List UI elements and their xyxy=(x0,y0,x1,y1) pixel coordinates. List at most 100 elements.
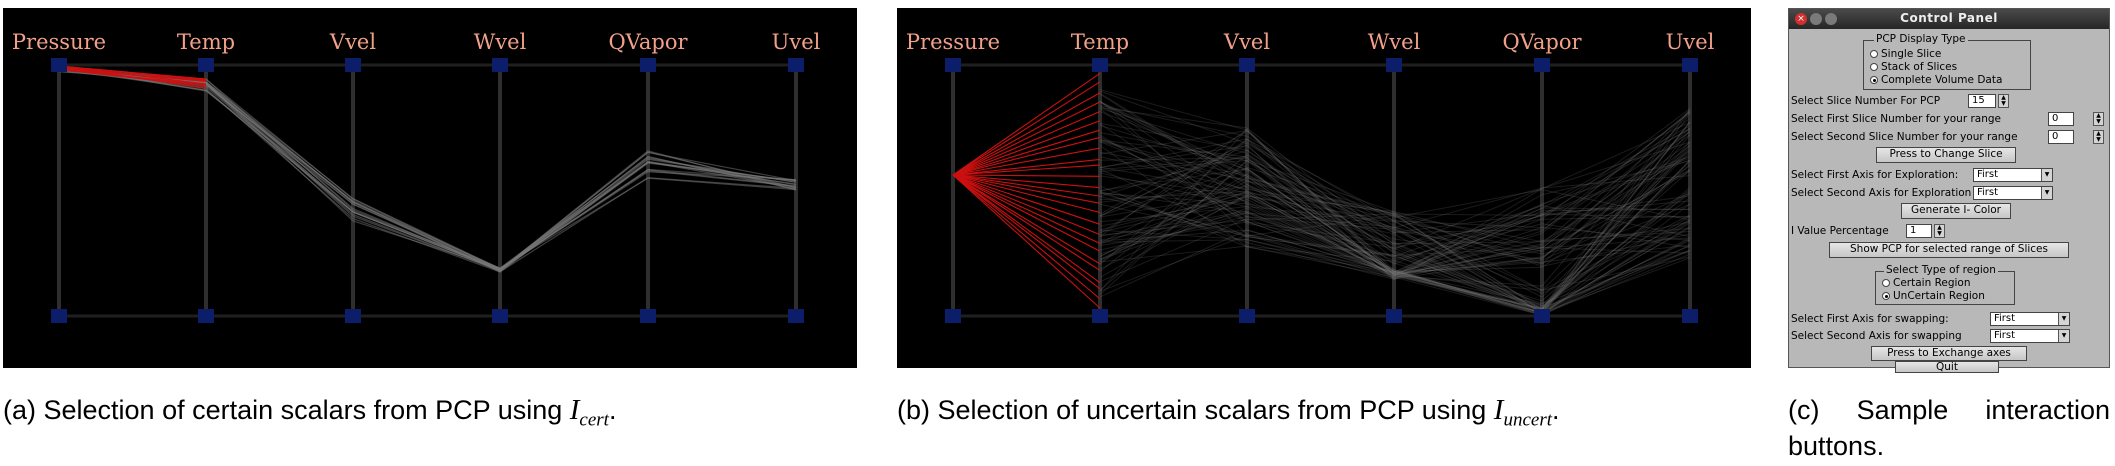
axes-group xyxy=(57,63,798,318)
data-line xyxy=(1099,100,1691,315)
data-line xyxy=(1099,141,1691,250)
maximize-icon[interactable] xyxy=(1825,13,1837,25)
radio-checked-icon xyxy=(1870,76,1878,84)
data-line xyxy=(1099,111,1691,243)
close-icon[interactable]: × xyxy=(1795,13,1807,25)
second-slice-field[interactable]: 0 xyxy=(2048,130,2074,144)
first-slice-field[interactable]: 0 xyxy=(2048,112,2074,126)
second-slice-label: Select Second Slice Number for your rang… xyxy=(1791,131,2018,143)
selected-line xyxy=(952,174,1101,204)
first-axis-swap-select[interactable]: First ▼ xyxy=(1990,312,2070,326)
data-line xyxy=(1099,156,1691,267)
quit-button[interactable]: Quit xyxy=(1895,361,1999,373)
data-line xyxy=(1099,104,1691,229)
radio-stack-of-slices[interactable]: Stack of Slices xyxy=(1870,61,1957,73)
minimize-icon[interactable] xyxy=(1810,13,1822,25)
selected-line xyxy=(952,174,1101,236)
data-line xyxy=(1099,131,1691,249)
data-line xyxy=(1099,141,1691,310)
data-line xyxy=(1099,134,1691,314)
data-line xyxy=(1099,163,1691,309)
data-line xyxy=(1099,192,1691,257)
radio-single-slice[interactable]: Single Slice xyxy=(1870,48,1941,60)
axis-label-wvel: Wvel xyxy=(474,30,527,54)
selected-line xyxy=(952,120,1101,176)
radio-uncertain-region[interactable]: UnCertain Region xyxy=(1882,290,1985,302)
axis-handle-bottom xyxy=(492,309,508,323)
data-line xyxy=(1099,206,1691,292)
data-line xyxy=(1099,189,1691,308)
data-line xyxy=(1099,155,1691,304)
axis-handle-bottom xyxy=(1386,309,1402,323)
second-axis-swap-select[interactable]: First ▼ xyxy=(1990,329,2070,343)
data-line xyxy=(1099,160,1691,310)
data-line xyxy=(1099,167,1691,275)
axis-handle-bottom xyxy=(788,309,804,323)
selected-line xyxy=(58,67,207,82)
exchange-axes-button[interactable]: Press to Exchange axes xyxy=(1871,346,2027,361)
data-line xyxy=(1099,196,1691,307)
first-slice-stepper[interactable]: ▲ ▼ xyxy=(2093,112,2104,126)
selected-line xyxy=(952,174,1101,300)
data-line xyxy=(58,67,797,273)
data-line xyxy=(1099,217,1691,316)
axis-handle-bottom xyxy=(345,309,361,323)
data-line xyxy=(1099,101,1691,264)
data-line xyxy=(1099,131,1691,291)
data-line xyxy=(1099,145,1691,316)
data-line xyxy=(58,70,797,270)
first-axis-explore-select[interactable]: First ▼ xyxy=(1973,168,2053,182)
data-line xyxy=(1099,200,1691,274)
second-slice-stepper[interactable]: ▲ ▼ xyxy=(2093,130,2104,144)
second-axis-swap-label: Select Second Axis for swapping xyxy=(1791,330,1962,342)
data-line xyxy=(1099,141,1691,276)
axis-handle-bottom xyxy=(945,309,961,323)
axis-label-temp: Temp xyxy=(177,30,235,54)
axis-handles-group xyxy=(51,58,804,323)
axes-group xyxy=(951,63,1692,318)
radio-complete-volume[interactable]: Complete Volume Data xyxy=(1870,74,2002,86)
radio-certain-region[interactable]: Certain Region xyxy=(1882,277,1971,289)
slice-number-field[interactable]: 15 xyxy=(1968,94,1996,108)
selected-line xyxy=(952,174,1101,309)
data-line xyxy=(1099,108,1691,245)
polylines-group xyxy=(952,72,1691,316)
data-line xyxy=(1099,154,1691,272)
first-axis-swap-label: Select First Axis for swapping: xyxy=(1791,313,1949,325)
change-slice-button[interactable]: Press to Change Slice xyxy=(1876,147,2016,163)
axis-handle-bottom xyxy=(1092,309,1108,323)
data-line xyxy=(1099,204,1691,257)
second-axis-explore-select[interactable]: First ▼ xyxy=(1973,186,2053,200)
data-line xyxy=(1099,165,1691,272)
generate-color-button[interactable]: Generate I- Color xyxy=(1901,203,2011,219)
i-value-field[interactable]: 1 xyxy=(1906,224,1932,238)
slice-number-label: Select Slice Number For PCP xyxy=(1791,95,1941,107)
data-line xyxy=(1099,194,1691,294)
axis-handle-top xyxy=(1092,58,1108,72)
data-line xyxy=(1099,122,1691,245)
selected-line xyxy=(952,174,1101,290)
data-line xyxy=(1099,90,1691,255)
axis-label-qvapor: QVapor xyxy=(1502,30,1582,54)
show-pcp-range-button[interactable]: Show PCP for selected range of Slices xyxy=(1829,242,2069,258)
selected-line xyxy=(952,174,1101,265)
data-line xyxy=(1099,128,1691,277)
axis-handle-top xyxy=(51,58,67,72)
axis-label-wvel: Wvel xyxy=(1368,30,1421,54)
data-line xyxy=(1099,101,1691,229)
data-line xyxy=(1099,180,1691,316)
axis-handle-top xyxy=(640,58,656,72)
chevron-down-icon: ▼ xyxy=(2058,313,2069,325)
axis-handle-top xyxy=(345,58,361,72)
selected-line xyxy=(952,174,1101,284)
data-line xyxy=(1099,157,1691,281)
selected-line xyxy=(952,147,1101,176)
axis-label-pressure: Pressure xyxy=(12,30,106,54)
i-value-stepper[interactable]: ▲ ▼ xyxy=(1934,224,1945,238)
data-line xyxy=(1099,132,1691,276)
data-line xyxy=(1099,151,1691,314)
data-line xyxy=(1099,139,1691,275)
selected-line xyxy=(952,101,1101,176)
slice-number-stepper[interactable]: ▲ ▼ xyxy=(1998,94,2009,108)
first-axis-explore-label: Select First Axis for Exploration: xyxy=(1791,169,1959,181)
